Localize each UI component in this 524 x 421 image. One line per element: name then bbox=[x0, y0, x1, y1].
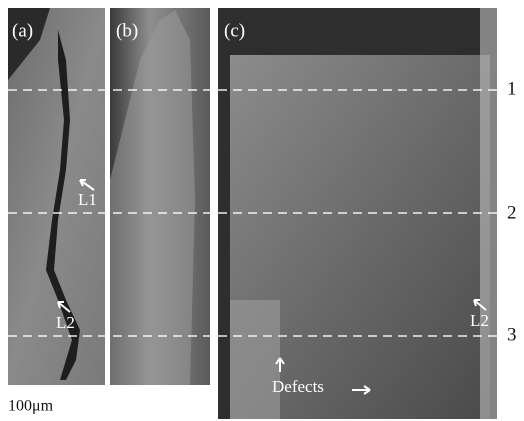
scale-bar-label: 100μm bbox=[8, 398, 54, 415]
annotation: L2 bbox=[470, 311, 489, 330]
defect-region bbox=[230, 300, 280, 419]
figure: (a) L1 L2 (b) (c) L2 Defects 1 2 3 100μm bbox=[0, 0, 524, 421]
annotation: Defects bbox=[272, 377, 324, 396]
row-label: 3 bbox=[507, 324, 517, 345]
row-label: 2 bbox=[507, 202, 517, 223]
row-label: 1 bbox=[507, 78, 517, 99]
panel-label: (c) bbox=[224, 20, 245, 41]
panel-label: (b) bbox=[116, 20, 138, 41]
panel-label: (a) bbox=[12, 20, 33, 41]
annotation: L2 bbox=[56, 313, 75, 332]
panel-a: (a) L1 L2 bbox=[8, 8, 105, 385]
panel-b: (b) bbox=[110, 8, 210, 385]
annotation: L1 bbox=[78, 190, 97, 209]
